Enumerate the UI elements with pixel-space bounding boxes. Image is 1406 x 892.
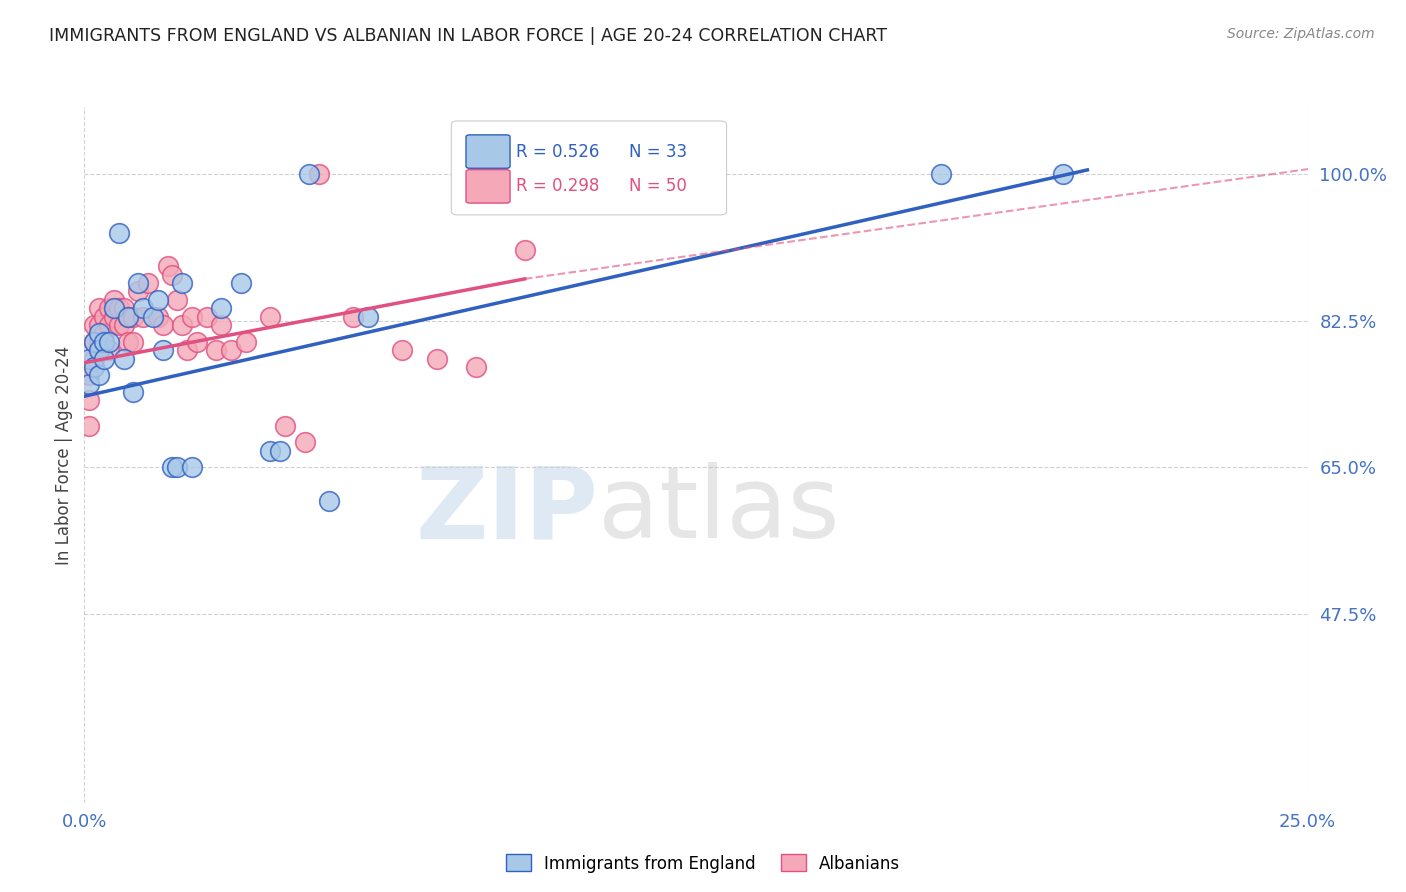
Point [112, 318, 135, 332]
Point [87, 368, 110, 383]
Point [83, 359, 105, 374]
Point [298, 167, 321, 181]
Point [117, 310, 139, 324]
Point [172, 276, 194, 290]
Point [142, 310, 165, 324]
Point [162, 460, 184, 475]
FancyBboxPatch shape [451, 121, 727, 215]
Point [146, 310, 169, 324]
Point [259, 310, 281, 324]
Point [127, 276, 149, 290]
Point [107, 301, 129, 316]
Point [308, 167, 330, 181]
Point [97, 334, 120, 349]
Point [1052, 167, 1074, 181]
Point [93, 334, 115, 349]
Point [318, 494, 340, 508]
Point [136, 276, 159, 290]
Point [929, 167, 952, 181]
Point [93, 326, 115, 341]
Point [152, 343, 174, 358]
Point [209, 318, 232, 332]
Point [186, 334, 208, 349]
Point [235, 334, 257, 349]
Point [103, 310, 125, 324]
Point [97, 343, 120, 358]
Point [146, 293, 169, 307]
Point [87, 301, 110, 316]
Point [195, 310, 218, 324]
Point [156, 260, 179, 274]
Point [176, 343, 198, 358]
Text: R = 0.298: R = 0.298 [516, 178, 599, 195]
Text: N = 50: N = 50 [628, 178, 686, 195]
Point [83, 334, 105, 349]
FancyBboxPatch shape [465, 169, 510, 203]
Point [205, 343, 228, 358]
Point [274, 418, 297, 433]
Point [219, 343, 242, 358]
Point [107, 226, 129, 240]
Point [209, 301, 232, 316]
Point [112, 301, 135, 316]
Text: IMMIGRANTS FROM ENGLAND VS ALBANIAN IN LABOR FORCE | AGE 20-24 CORRELATION CHART: IMMIGRANTS FROM ENGLAND VS ALBANIAN IN L… [49, 27, 887, 45]
Point [513, 243, 536, 257]
Text: Source: ZipAtlas.com: Source: ZipAtlas.com [1227, 27, 1375, 41]
Point [122, 385, 145, 400]
Point [294, 435, 316, 450]
Point [112, 351, 135, 366]
Point [93, 310, 115, 324]
Text: N = 33: N = 33 [628, 143, 686, 161]
Point [83, 351, 105, 366]
Point [87, 343, 110, 358]
Point [87, 334, 110, 349]
FancyBboxPatch shape [465, 135, 510, 169]
Point [77, 393, 100, 408]
Text: ZIP: ZIP [415, 462, 598, 559]
Point [83, 318, 105, 332]
Point [97, 301, 120, 316]
Point [342, 310, 364, 324]
Point [93, 351, 115, 366]
Point [357, 310, 380, 324]
Y-axis label: In Labor Force | Age 20-24: In Labor Force | Age 20-24 [55, 345, 73, 565]
Point [103, 293, 125, 307]
Point [87, 326, 110, 341]
Point [122, 334, 145, 349]
Point [107, 318, 129, 332]
Point [87, 318, 110, 332]
Point [166, 460, 188, 475]
Point [103, 301, 125, 316]
Point [122, 310, 145, 324]
Point [181, 460, 204, 475]
Point [77, 418, 100, 433]
Point [269, 443, 291, 458]
Point [166, 293, 188, 307]
Legend: Immigrants from England, Albanians: Immigrants from England, Albanians [499, 847, 907, 880]
Text: atlas: atlas [598, 462, 839, 559]
Text: R = 0.526: R = 0.526 [516, 143, 599, 161]
Point [162, 268, 184, 282]
Point [132, 301, 155, 316]
Point [77, 351, 100, 366]
Point [77, 368, 100, 383]
Point [172, 318, 194, 332]
Point [152, 318, 174, 332]
Point [77, 376, 100, 391]
Point [464, 359, 486, 374]
Point [83, 334, 105, 349]
Point [259, 443, 281, 458]
Point [97, 318, 120, 332]
Point [132, 310, 155, 324]
Point [181, 310, 204, 324]
Point [117, 310, 139, 324]
Point [229, 276, 252, 290]
Point [426, 351, 449, 366]
Point [127, 285, 149, 299]
Point [391, 343, 413, 358]
Point [117, 334, 139, 349]
